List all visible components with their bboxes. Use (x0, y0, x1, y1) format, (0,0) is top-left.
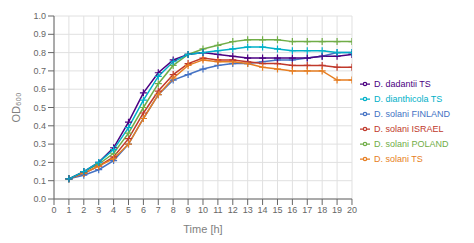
html-text:D. solani ISRAEL: D. solani ISRAEL (374, 123, 444, 134)
svg-text:0.6: 0.6 (33, 84, 46, 94)
svg-text:4: 4 (111, 205, 116, 215)
svg-text:0.1: 0.1 (33, 176, 46, 186)
svg-text:20: 20 (347, 205, 357, 215)
svg-text:12: 12 (228, 205, 238, 215)
svg-text:17: 17 (302, 205, 312, 215)
svg-text:1: 1 (66, 205, 71, 215)
svg-text:19: 19 (332, 205, 342, 215)
svg-text:7: 7 (156, 205, 161, 215)
svg-text:0.7: 0.7 (33, 66, 46, 76)
svg-text:11: 11 (213, 205, 222, 215)
svg-text:OD₆₀₀: OD₆₀₀ (10, 92, 22, 122)
svg-text:15: 15 (272, 205, 282, 215)
svg-text:2: 2 (81, 205, 86, 215)
html-text:D. dianthicola TS: D. dianthicola TS (374, 93, 443, 104)
html-text:D. solani POLAND: D. solani POLAND (374, 138, 449, 149)
svg-text:0.8: 0.8 (33, 48, 46, 58)
svg-text:13: 13 (243, 205, 253, 215)
svg-text:1.0: 1.0 (33, 11, 46, 21)
svg-text:0.4: 0.4 (33, 121, 46, 131)
html-text:D. solani FINLAND: D. solani FINLAND (374, 108, 450, 119)
svg-text:10: 10 (198, 205, 208, 215)
svg-text:18: 18 (317, 205, 327, 215)
svg-text:3: 3 (96, 205, 101, 215)
svg-text:14: 14 (258, 205, 268, 215)
svg-text:8: 8 (171, 205, 176, 215)
svg-text:0: 0 (51, 205, 56, 215)
svg-text:0.2: 0.2 (33, 158, 46, 168)
svg-text:6: 6 (141, 205, 146, 215)
svg-text:Time [h]: Time [h] (183, 223, 222, 235)
svg-text:16: 16 (287, 205, 297, 215)
html-text:D. solani TS: D. solani TS (374, 153, 423, 164)
svg-text:9: 9 (186, 205, 191, 215)
html-text:D. dadantii TS: D. dadantii TS (374, 78, 431, 89)
svg-text:0.5: 0.5 (33, 103, 46, 113)
svg-text:0.0: 0.0 (33, 194, 46, 204)
svg-text:5: 5 (126, 205, 131, 215)
svg-text:0.9: 0.9 (33, 29, 46, 39)
svg-text:0.3: 0.3 (33, 139, 46, 149)
